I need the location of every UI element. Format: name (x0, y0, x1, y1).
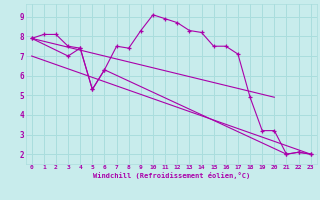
X-axis label: Windchill (Refroidissement éolien,°C): Windchill (Refroidissement éolien,°C) (92, 172, 250, 179)
